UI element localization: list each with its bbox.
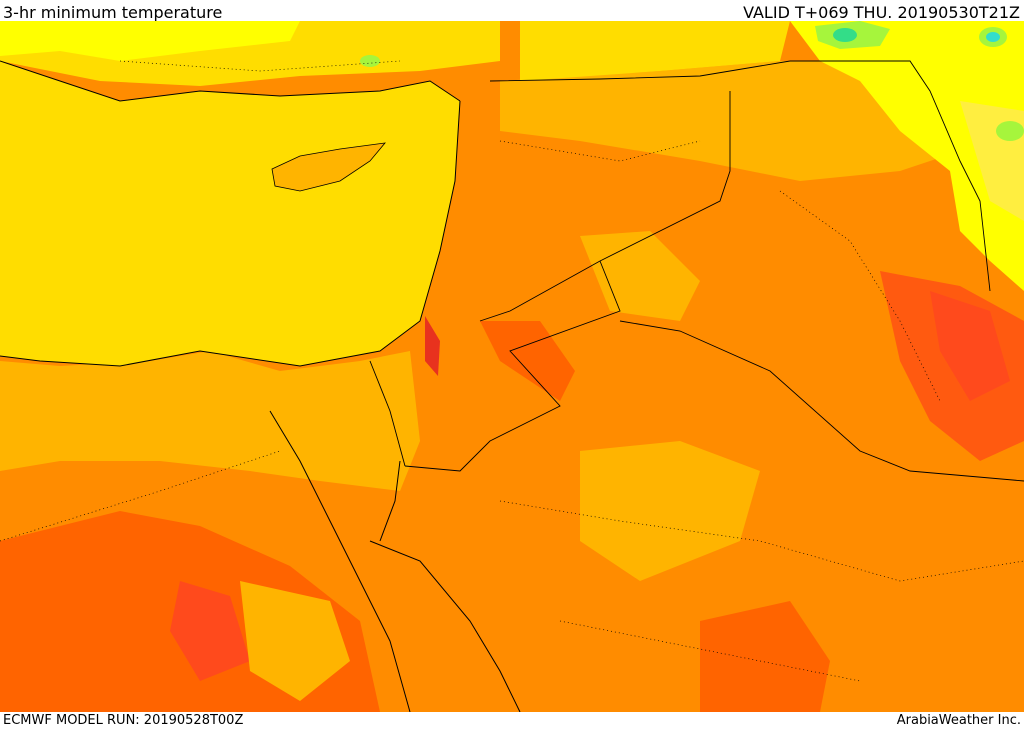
- arabia-light-zone: [580, 441, 760, 581]
- egypt-israel-border: [369, 360, 406, 467]
- arabia-hot-zone: [700, 601, 830, 712]
- nile-light-zone: [240, 581, 350, 701]
- temperature-map: [0, 21, 1024, 712]
- turkey-province-lines: [119, 60, 401, 72]
- model-run-label: ECMWF MODEL RUN: 20190528T00Z: [3, 713, 244, 728]
- syria-light-zone: [580, 231, 700, 321]
- cyprus-island: [271, 142, 386, 192]
- jordan-hot-zone: [480, 321, 575, 401]
- syria-province-lines: [499, 140, 701, 162]
- temperature-field: [0, 21, 1024, 712]
- caucasus-cold-spot: [833, 28, 857, 42]
- credit-label: ArabiaWeather Inc.: [896, 713, 1021, 728]
- dead-sea-red-patch: [425, 316, 440, 376]
- syria-iraq-border: [479, 91, 731, 322]
- saudi-province-lines-2: [559, 620, 861, 682]
- africa-red-patch: [170, 581, 250, 681]
- valid-time-label: VALID T+069 THU. 20190530T21Z: [743, 3, 1020, 22]
- iraq-red-patch: [930, 291, 1010, 401]
- turkey-south-coastline: [0, 60, 461, 102]
- mediterranean-sea: [0, 61, 460, 366]
- red-sea-east-coast: [369, 540, 521, 712]
- east-med-coastline: [0, 100, 461, 367]
- iran-border: [790, 60, 991, 292]
- turkey-syria-border: [489, 60, 791, 82]
- egypt-light-zone: [0, 351, 420, 491]
- anatolia-green-patch: [360, 55, 380, 67]
- iraq-saudi-border: [619, 320, 1024, 482]
- jordan-saudi-border: [404, 260, 621, 472]
- header-bar: 3-hr minimum temperature VALID T+069 THU…: [0, 0, 1024, 22]
- footer-bar: ECMWF MODEL RUN: 20190528T00Z ArabiaWeat…: [0, 712, 1024, 729]
- map-title: 3-hr minimum temperature: [3, 3, 223, 22]
- aegean-yellow-zone: [0, 21, 300, 61]
- gulf-of-aqaba: [379, 460, 401, 542]
- iran-yellow-zone: [790, 21, 1024, 291]
- red-sea-west-coast: [269, 410, 411, 712]
- upper-turkey-zone: [520, 21, 790, 81]
- zagros-green-patch: [996, 121, 1024, 141]
- iran-cold-spot: [986, 32, 1000, 42]
